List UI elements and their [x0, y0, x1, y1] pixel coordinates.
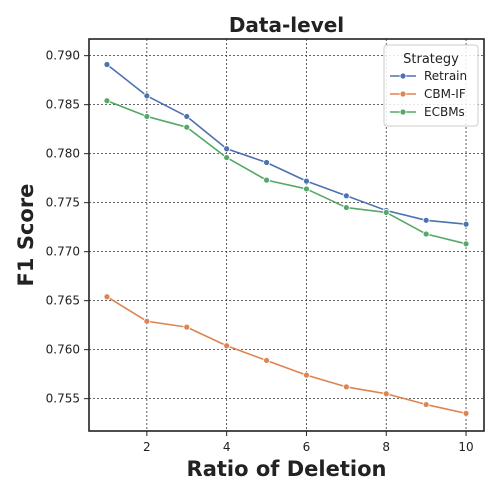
data-point-cbm-if: [382, 390, 390, 398]
legend: Strategy Retrain CBM-IF ECBMs: [383, 44, 479, 127]
data-point-cbm-if: [263, 357, 270, 364]
x-axis-label: Ratio of Deletion: [187, 457, 387, 481]
data-point-cbm-if: [342, 383, 350, 391]
legend-label-cbm-if: CBM-IF: [424, 87, 466, 101]
legend-box: [383, 44, 479, 127]
data-point-ecbms: [422, 230, 430, 238]
y-axis-label: F1 Score: [14, 184, 38, 287]
data-point-cbm-if: [183, 323, 191, 331]
y-axis-ticks: 0.755 0.760 0.765 0.770 0.775 0.780 0.785 0.790: [46, 49, 89, 406]
y-tick-label: 0.770: [46, 245, 80, 259]
data-point-retrain: [223, 145, 231, 153]
x-axis-ticks: 2 4 6 8 10: [143, 431, 474, 454]
data-point-cbm-if: [103, 293, 111, 301]
data-point-ecbms: [223, 154, 231, 161]
data-point-cbm-if: [462, 409, 470, 417]
x-tick-label: 4: [223, 440, 231, 454]
data-point-ecbms: [183, 123, 191, 131]
data-point-retrain: [303, 177, 310, 185]
x-tick-label: 8: [382, 440, 390, 454]
series-line-retrain: [106, 63, 467, 226]
legend-label-retrain: Retrain: [424, 69, 467, 83]
data-point-retrain: [422, 216, 430, 224]
y-tick-label: 0.790: [46, 49, 80, 63]
data-point-ecbms: [263, 176, 270, 184]
y-tick-label: 0.765: [46, 294, 80, 308]
plot-frame: [88, 38, 485, 432]
data-point-cbm-if: [223, 342, 231, 350]
data-point-ecbms: [382, 209, 390, 216]
data-point-ecbms: [103, 97, 111, 105]
y-tick-label: 0.785: [46, 98, 80, 112]
data-point-ecbms: [462, 240, 470, 248]
series-layer: [103, 61, 470, 417]
data-point-retrain: [462, 220, 470, 228]
y-tick-label: 0.775: [46, 196, 80, 210]
data-point-retrain: [342, 192, 350, 200]
x-tick-label: 2: [143, 440, 151, 454]
data-point-ecbms: [303, 185, 310, 193]
data-point-retrain: [143, 92, 151, 100]
data-point-cbm-if: [143, 317, 151, 325]
series-line-cbm-if: [106, 296, 467, 415]
x-tick-label: 10: [458, 440, 473, 454]
data-point-retrain: [263, 159, 270, 166]
y-tick-label: 0.755: [46, 392, 80, 406]
data-point-retrain: [103, 61, 111, 68]
data-point-retrain: [183, 113, 191, 120]
data-point-ecbms: [342, 204, 350, 211]
series-line-ecbms: [106, 99, 467, 245]
data-point-cbm-if: [303, 371, 310, 379]
legend-marker-retrain: [399, 72, 407, 80]
y-tick-label: 0.780: [46, 147, 80, 161]
y-tick-label: 0.760: [46, 343, 80, 357]
legend-title: Strategy: [403, 52, 459, 67]
x-tick-label: 6: [303, 440, 311, 454]
data-point-ecbms: [143, 113, 151, 120]
legend-marker-cbm-if: [399, 90, 407, 98]
chart-title: Data-level: [229, 13, 344, 37]
legend-label-ecbms: ECBMs: [424, 105, 465, 119]
data-point-cbm-if: [422, 401, 430, 408]
legend-entries: Retrain CBM-IF ECBMs: [390, 69, 467, 119]
legend-marker-ecbms: [399, 108, 407, 116]
